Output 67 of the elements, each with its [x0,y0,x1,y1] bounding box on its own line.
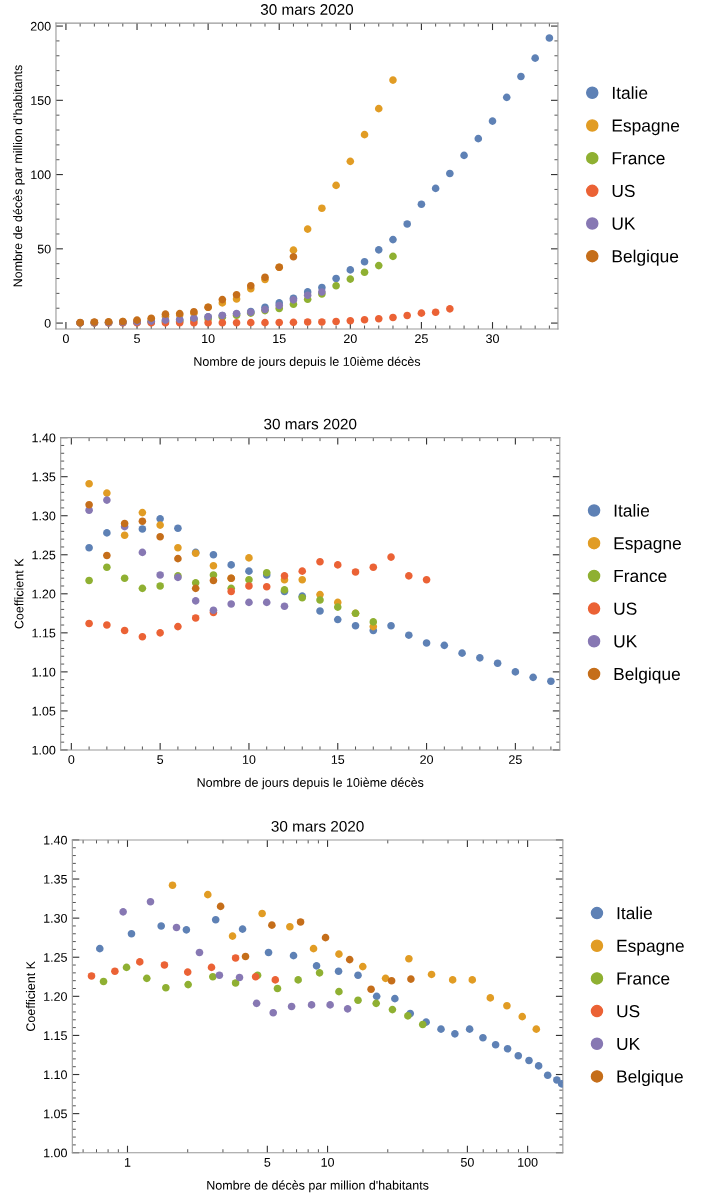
legend-label: Italie [612,86,648,100]
y-tick-label: 1.15 [32,628,56,638]
y-tick-label: 1.00 [32,745,56,755]
chart-title: 30 mars 2020 [271,820,364,832]
y-tick-label: 1.30 [44,913,67,923]
legend-label: Belgique [614,667,680,684]
legend-label: Italie [617,906,652,920]
legend-label: US [612,184,635,198]
y-tick-label: 1.00 [44,1148,67,1158]
x-tick-label: 10 [242,755,256,764]
y-tick-label: 150 [31,96,51,105]
y-tick-label: 200 [30,21,51,31]
y-tick-label: 1.05 [44,1109,67,1119]
y-tick-label: 1.25 [32,550,56,560]
y-tick-label: 1.40 [32,433,56,443]
legend-label: Belgique [617,1069,683,1087]
legend-label: US [614,602,637,615]
x-tick-label: 5 [264,1158,271,1167]
x-tick-label: 10 [202,334,215,344]
y-tick-label: 50 [37,244,51,254]
x-axis-title: Nombre de décès par million d'habitants [207,1180,429,1193]
y-tick-label: 1.10 [44,1070,67,1080]
y-tick-label: 1.20 [44,992,67,1001]
x-tick-label: 0 [68,755,75,764]
legend-label: Espagne [612,119,680,136]
x-tick-label: 25 [509,755,522,764]
legend-label: France [612,152,665,165]
y-tick-label: 1.25 [44,953,67,962]
x-tick-label: 50 [460,1157,474,1167]
legend-label: Espagne [617,939,684,956]
legend-label: UK [612,217,636,230]
x-tick-label: 5 [157,755,164,764]
chart-title: 30 mars 2020 [260,4,354,15]
y-tick-label: 0 [44,318,51,328]
y-tick-label: 100 [31,170,51,180]
legend-label: US [617,1005,640,1018]
legend-label: Belgique [612,249,679,266]
y-tick-label: 1.35 [32,472,56,482]
legend-label: France [614,570,667,583]
y-tick-label: 1.10 [32,667,56,677]
y-tick-label: 1.35 [44,874,67,884]
x-tick-label: 10 [321,1157,335,1167]
x-axis-title: Nombre de jours depuis le 10ième décès [194,356,421,369]
x-axis-title: Nombre de jours depuis le 10ième décès [197,777,424,790]
y-axis-title: Nombre de décès par million d'habitants [12,65,25,287]
y-tick-label: 1.20 [32,589,56,599]
x-tick-label: 100 [518,1157,538,1167]
y-axis-title: Coefficient K [14,558,24,629]
y-tick-label: 1.15 [44,1031,67,1041]
x-tick-label: 15 [273,334,286,344]
x-tick-label: 25 [415,334,428,344]
y-tick-label: 1.05 [32,706,56,716]
legend-label: UK [617,1037,640,1050]
x-tick-label: 20 [420,755,434,764]
y-tick-label: 1.40 [44,835,67,845]
x-tick-label: 20 [344,334,357,344]
legend-label: Espagne [614,537,681,553]
y-tick-label: 1.30 [32,511,56,521]
legend-label: France [617,972,670,985]
x-tick-label: 1 [124,1158,131,1167]
x-tick-label: 30 [486,334,499,344]
x-tick-label: 5 [134,334,140,344]
y-axis-title: Coefficient K [25,961,36,1032]
legend-label: UK [614,635,638,648]
chart-title: 30 mars 2020 [264,418,357,430]
x-tick-label: 15 [331,755,345,764]
legend-label: Italie [614,504,650,517]
